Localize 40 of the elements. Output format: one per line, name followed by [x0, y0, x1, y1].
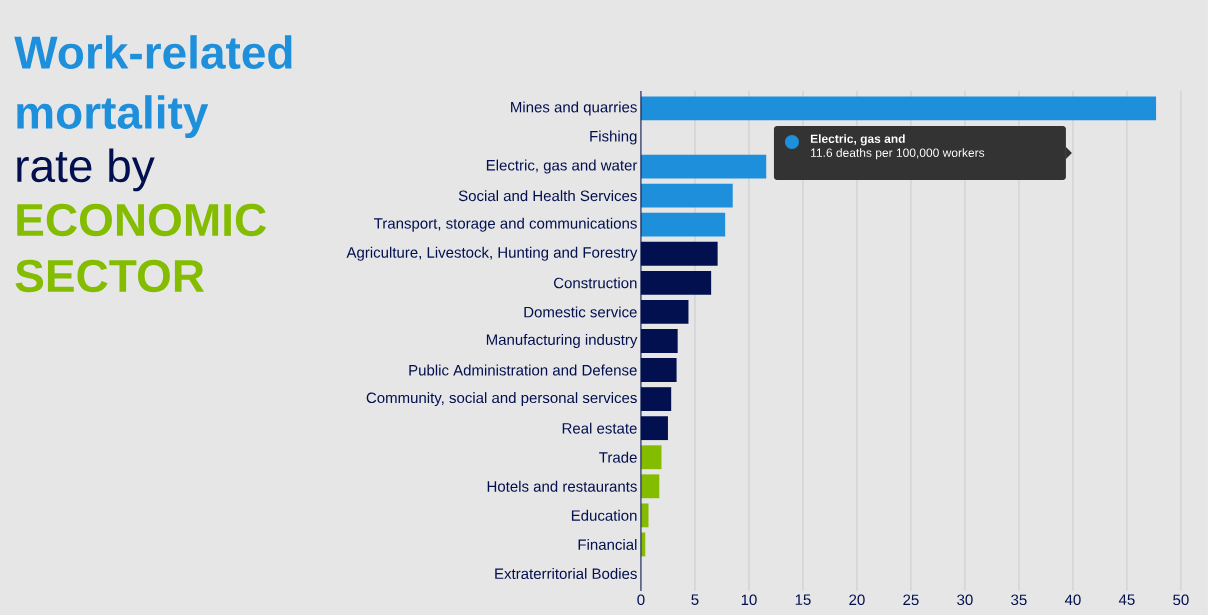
bar: [640, 445, 662, 470]
y-tick-label: Fishing: [590, 130, 637, 145]
x-tick-label: 5: [691, 594, 699, 605]
annotation: 11.6 deaths per 100,000 workers: [811, 148, 985, 160]
x-tick-label: 40: [1064, 594, 1081, 606]
x-tick-label: 45: [1118, 594, 1135, 605]
bar: [640, 96, 1157, 121]
y-tick-label: Education: [571, 509, 637, 521]
bar: [640, 154, 767, 179]
x-tick-label: 10: [741, 594, 757, 606]
y-tick-label: Hotels and restaurants: [487, 480, 637, 492]
y-tick-label: Extraterritorial Bodies: [495, 568, 637, 580]
text: ECONOMIC SECTOR: [15, 203, 266, 293]
x-tick-label: 0: [637, 594, 645, 606]
x-tick-label: 20: [849, 594, 865, 606]
annotation: Electric, gas and: [810, 134, 905, 146]
y-tick-label: Social and Health Services: [458, 190, 637, 202]
x-tick-label: 50: [1173, 594, 1189, 606]
bar: [640, 503, 649, 528]
y-tick-label: Community, social and personal services: [366, 392, 637, 407]
x-tick-label: 15: [795, 594, 811, 605]
y-tick-label: Mines and quarries: [511, 101, 637, 116]
y-tick-label: Agriculture, Livestock, Hunting and Forestry: [346, 246, 638, 261]
x-tick-label: 35: [1011, 594, 1027, 606]
y-tick-label: Construction: [553, 277, 637, 289]
y-tick-label: Trade: [599, 451, 637, 463]
y-tick-label: Manufacturing industry: [486, 334, 638, 348]
y-tick-label: Public Administration and Defense: [409, 364, 637, 376]
text: Work-related mortality: [14, 35, 292, 139]
y-tick-label: Domestic service: [524, 306, 637, 318]
text: rate by: [17, 148, 155, 192]
x-tick-label: 30: [957, 594, 973, 606]
y-tick-label: Electric, gas and water: [486, 159, 638, 174]
bar: [640, 183, 733, 208]
x-tick-label: 25: [903, 594, 919, 606]
y-tick-label: Financial: [578, 538, 637, 550]
bar: [640, 212, 726, 237]
bar: [640, 474, 660, 499]
y-tick-label: Transport, storage and communications: [374, 217, 637, 232]
y-tick-label: Real estate: [562, 422, 637, 434]
